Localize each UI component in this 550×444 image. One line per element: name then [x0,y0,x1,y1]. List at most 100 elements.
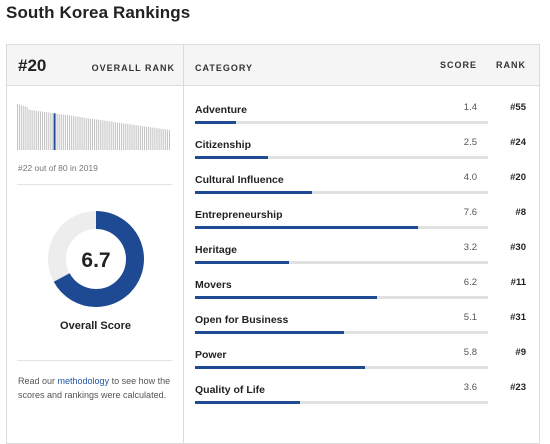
category-row: Movers 6.2 #11 [184,274,539,309]
overall-score-label: Overall Score [60,320,131,332]
rank-bar [136,125,138,150]
rank-bar [142,126,144,150]
rank-bar [34,110,36,150]
score-bar-fill [195,226,418,229]
column-header-category: CATEGORY [195,63,254,73]
category-name: Citizenship [195,139,252,151]
rank-bar [63,114,65,150]
rank-bar [95,119,97,150]
rank-bar [153,127,155,150]
rank-bar [117,122,118,150]
score-bar-track [195,191,488,194]
methodology-link[interactable]: methodology [57,376,110,386]
category-score: 6.2 [463,277,477,288]
methodology-suffix: to see how the scores and rankings were … [18,376,171,400]
score-bar-track [195,226,488,229]
rank-bar [119,122,120,150]
category-score: 3.6 [463,382,477,393]
category-name: Quality of Life [195,384,266,396]
rank-bar [36,110,38,150]
column-header-rank: RANK [496,60,526,70]
score-bar-track [195,296,488,299]
category-name: Open for Business [195,314,289,326]
rank-bar [155,128,157,150]
category-row: Citizenship 2.5 #24 [184,134,539,169]
category-rank: #20 [510,172,526,183]
rank-bar [26,107,28,150]
rank-bar [101,120,103,150]
table-header-row [7,45,539,86]
rank-bar [138,125,140,150]
rank-bar [53,113,56,150]
category-score: 2.5 [463,137,477,148]
rank-bar [90,118,92,150]
rank-bar [28,109,30,150]
score-bar-fill [195,331,345,334]
rank-bar [51,113,53,150]
score-bar-fill [195,366,365,369]
rank-bar [72,116,74,150]
rank-bar [32,110,34,150]
category-name: Adventure [195,104,247,116]
rank-bar [151,127,153,150]
rank-bar [61,114,63,150]
rank-bar [68,115,70,150]
rank-bar [97,119,99,150]
rank-bar [17,104,18,150]
methodology-note: Read our methodology to see how the scor… [18,374,178,402]
rank-bar [70,115,72,150]
previous-rank-note: #22 out of 80 in 2019 [18,163,98,173]
category-name: Movers [195,279,232,291]
rank-bar [169,130,170,150]
rank-bar [30,109,32,150]
rank-bar [130,124,132,150]
rank-bar [18,104,20,150]
category-row: Cultural Influence 4.0 #20 [184,169,539,204]
rank-bar [65,114,67,150]
rank-bar [24,106,26,150]
category-name: Entrepreneurship [195,209,283,221]
divider [17,184,172,185]
category-row: Open for Business 5.1 #31 [184,309,539,344]
rank-bar [120,123,122,150]
category-name: Heritage [195,244,238,256]
rank-bar [128,124,130,150]
rank-bar [82,117,84,150]
rank-bar [157,128,159,150]
rank-bar [149,127,151,150]
rank-bar [43,111,45,150]
rank-bar [84,117,86,150]
rank-bar [122,123,124,150]
score-bar-track [195,401,488,404]
methodology-prefix: Read our [18,376,58,386]
rank-bar [99,119,101,150]
divider [17,360,172,361]
rank-bar [105,120,107,150]
category-rank: #8 [515,207,526,218]
score-bar-fill [195,261,289,264]
overall-panel: #20 OVERALL RANK #22 out of 80 in 2019 6… [7,45,184,443]
rank-bar [144,126,145,150]
rank-bar [42,111,43,150]
donut-fill [48,211,144,307]
category-rank: #24 [510,137,526,148]
rank-bar [76,116,78,150]
rank-bar [49,112,51,150]
score-bar-track [195,121,488,124]
overall-rank-value: #20 [18,56,47,75]
rank-bar [147,126,149,150]
rank-bar [109,121,111,150]
rank-bar [59,114,61,150]
rank-bar [145,126,147,150]
overall-score-donut: 6.7 [48,211,144,307]
score-bar-fill [195,401,301,404]
category-row: Power 5.8 #9 [184,344,539,379]
rank-bar [80,117,82,150]
rank-bar [107,121,109,150]
rank-bar [45,112,47,150]
rank-bar [134,124,136,150]
rank-bar [22,105,24,150]
score-bar-track [195,156,488,159]
rank-bar [38,111,40,150]
score-bar-fill [195,191,313,194]
